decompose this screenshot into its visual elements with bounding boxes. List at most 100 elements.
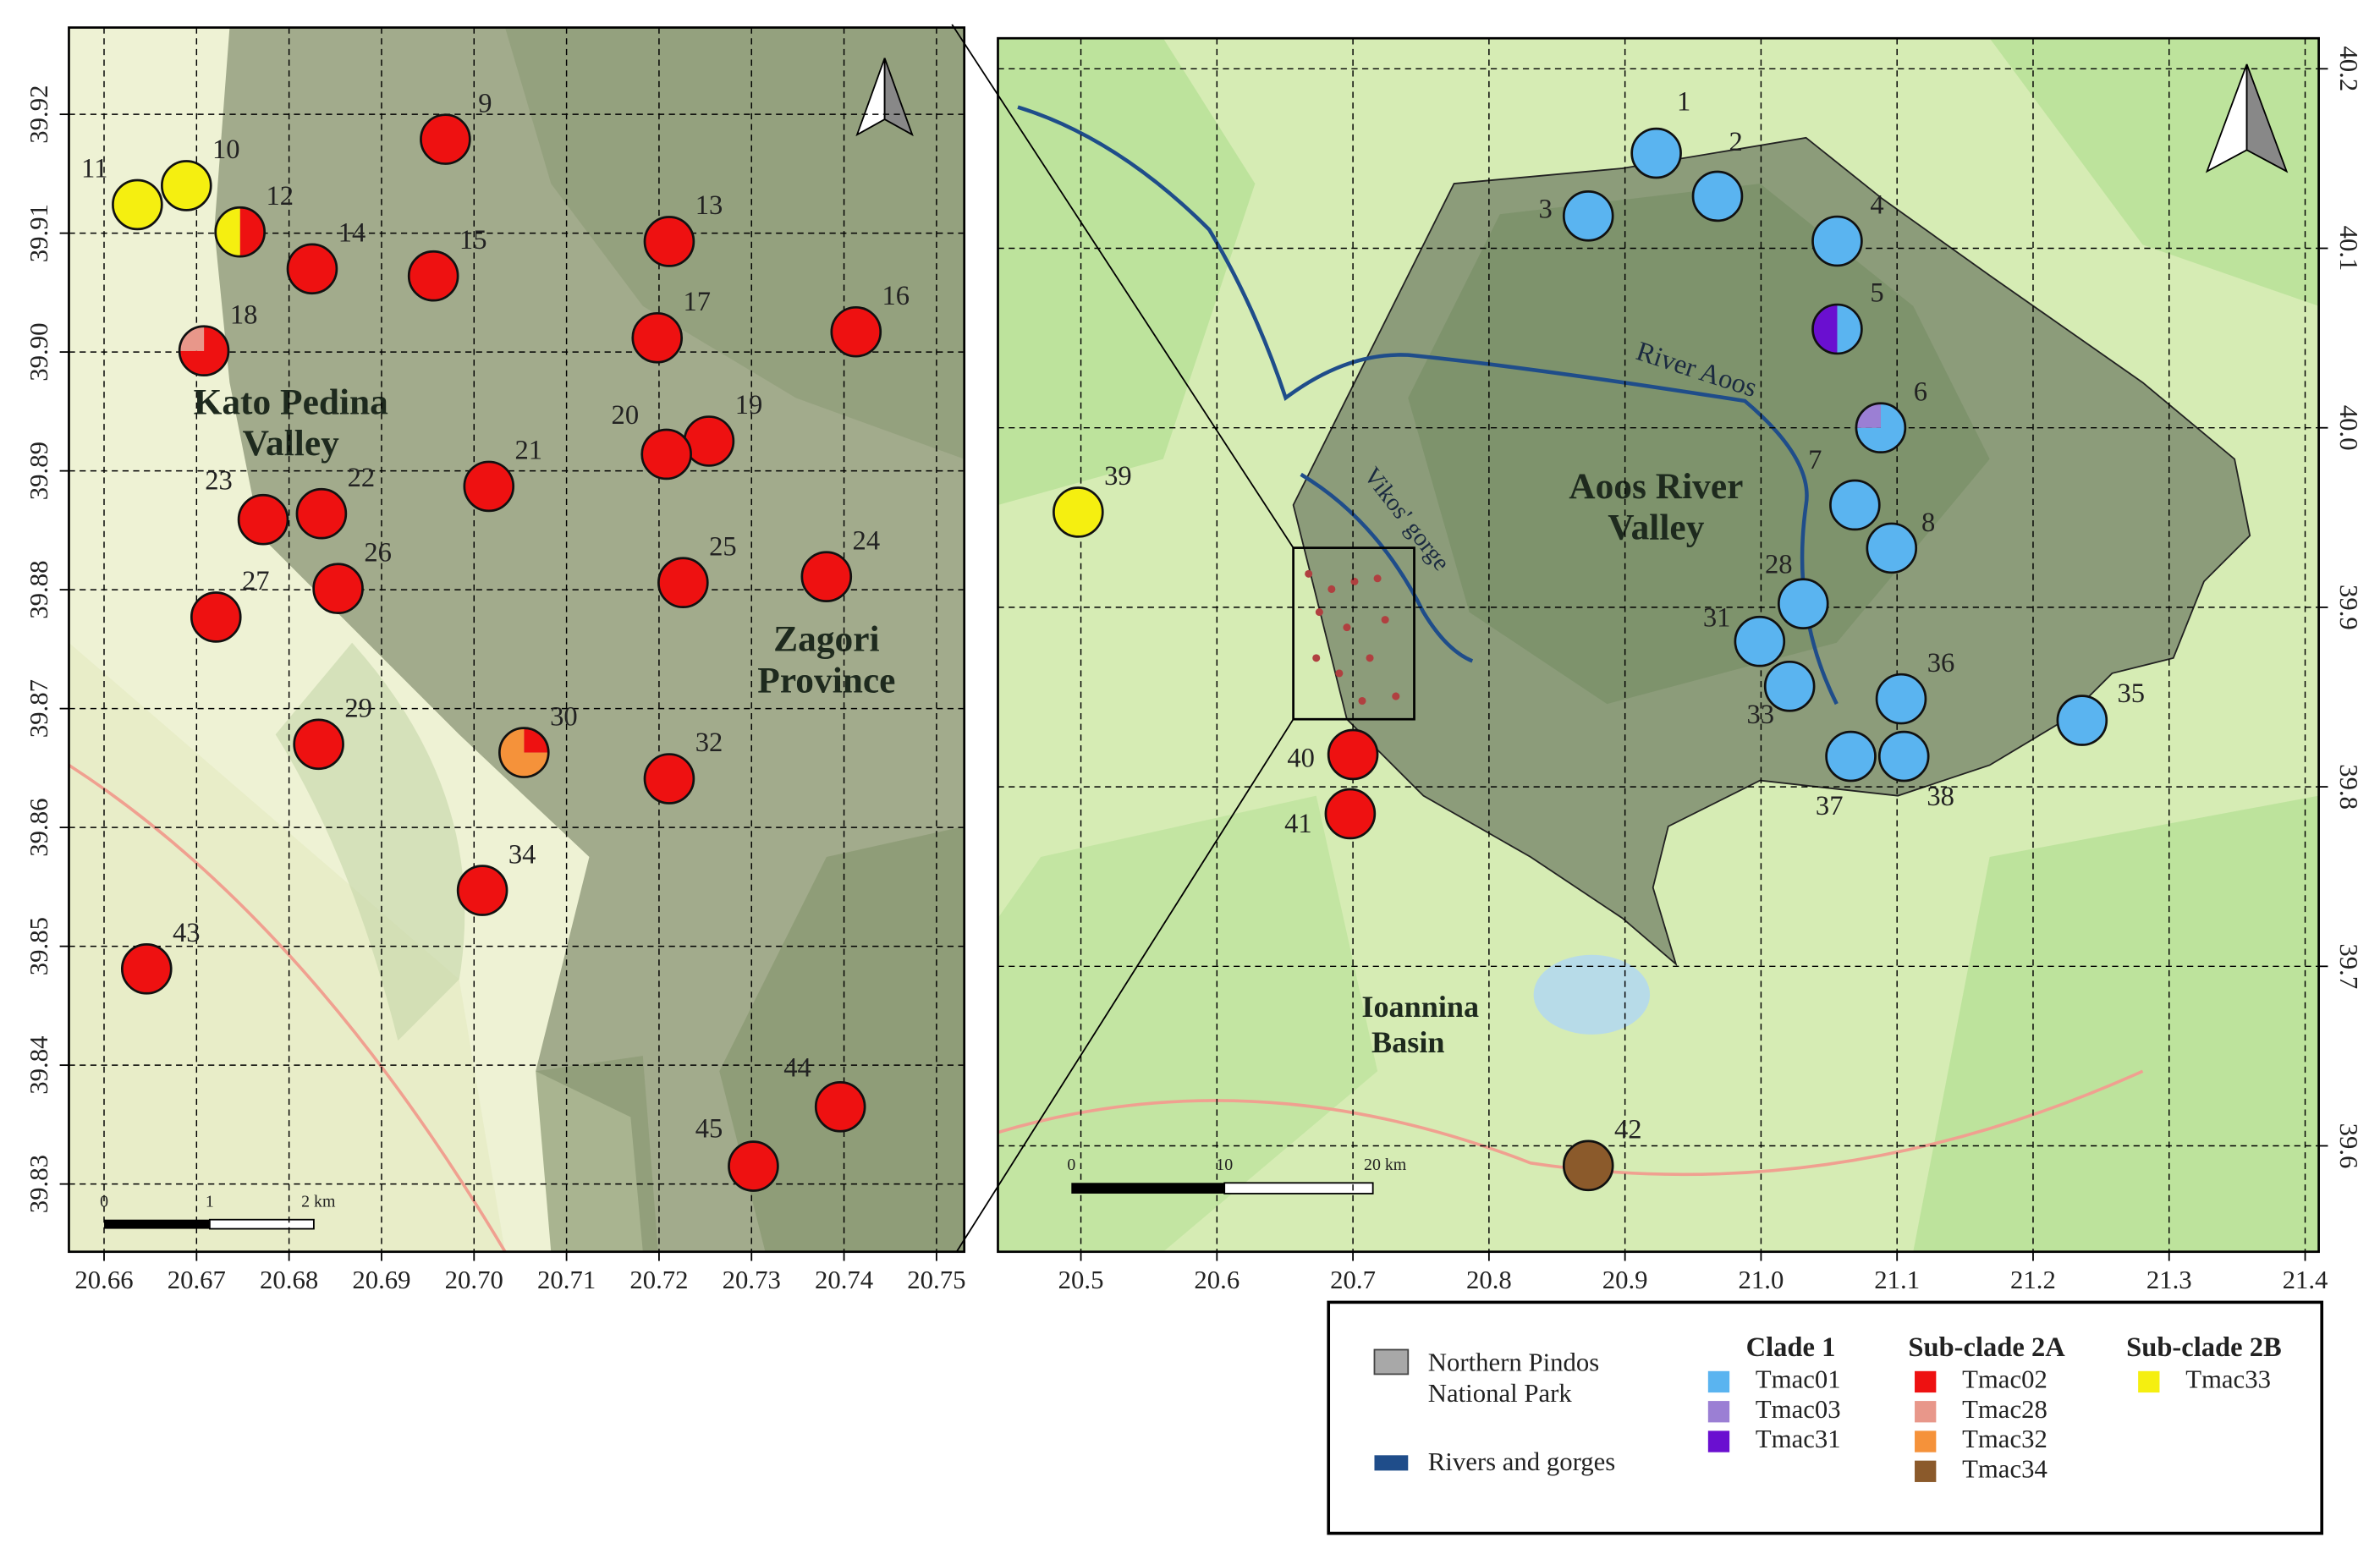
legend-swatch xyxy=(1707,1401,1730,1423)
site-marker xyxy=(657,557,709,608)
site-marker xyxy=(237,493,289,546)
site-marker xyxy=(800,551,853,602)
pie-slice xyxy=(239,207,265,257)
x-tick-label: 20.72 xyxy=(629,1266,688,1294)
region-label: Zagori xyxy=(773,619,879,660)
scale-label: 0 xyxy=(100,1192,108,1211)
y-tick-label: 39.8 xyxy=(2334,764,2363,810)
y-tick-label: 39.83 xyxy=(25,1155,53,1213)
site-label: 26 xyxy=(364,537,392,568)
scale-bar xyxy=(104,1182,1374,1230)
site xyxy=(1691,170,1744,222)
region-label: Kato Pedina xyxy=(194,382,389,422)
site-label: 33 xyxy=(1747,700,1775,730)
site-label: 34 xyxy=(508,839,536,870)
site-label: 15 xyxy=(459,225,487,255)
site xyxy=(1875,673,1927,725)
site-label: 4 xyxy=(1870,190,1883,221)
x-tick-label: 20.6 xyxy=(1194,1266,1239,1294)
pie-slice xyxy=(816,1082,866,1132)
pie-slice xyxy=(296,489,346,539)
pie-slice xyxy=(684,416,734,466)
region-label: Aoos River xyxy=(1569,466,1743,507)
site-marker xyxy=(190,591,242,643)
site-marker xyxy=(1053,486,1104,538)
map-frame xyxy=(997,36,2320,1254)
scale-label: 2 km xyxy=(301,1192,336,1211)
site-label: 22 xyxy=(348,463,376,493)
site xyxy=(286,243,338,295)
x-tick-label: 20.5 xyxy=(1058,1266,1104,1294)
site-label: 16 xyxy=(882,281,910,311)
site-marker xyxy=(498,727,550,778)
y-tick-label: 39.7 xyxy=(2334,943,2363,989)
site-label: 17 xyxy=(683,287,711,317)
site-label: 5 xyxy=(1870,278,1883,309)
site xyxy=(1825,730,1877,782)
pie-slice xyxy=(179,326,205,351)
site xyxy=(295,487,348,540)
site-marker xyxy=(312,563,364,615)
site xyxy=(190,591,242,643)
y-tick-label: 39.86 xyxy=(25,799,53,857)
site xyxy=(640,428,692,480)
site-label: 9 xyxy=(478,88,492,118)
site xyxy=(683,415,735,467)
site-marker xyxy=(178,325,230,377)
site-marker xyxy=(407,250,459,302)
site-label: 32 xyxy=(695,728,723,758)
y-tick-label: 39.9 xyxy=(2334,585,2363,630)
site-label: 7 xyxy=(1808,445,1822,475)
pie-slice xyxy=(1855,403,1905,453)
legend-label: Rivers and gorges xyxy=(1428,1447,1615,1476)
pie-slice xyxy=(1830,480,1880,530)
pie-slice xyxy=(1564,1140,1613,1190)
legend-label: Tmac31 xyxy=(1756,1425,1841,1453)
site xyxy=(214,206,266,258)
site xyxy=(1734,615,1786,667)
pie-slice xyxy=(420,114,470,164)
pie-slice xyxy=(831,307,881,357)
pie-slice xyxy=(288,244,337,294)
x-tick-label: 20.9 xyxy=(1602,1266,1648,1294)
site xyxy=(1829,479,1881,531)
site-label: 18 xyxy=(230,299,258,330)
pie-slice xyxy=(524,728,549,753)
site xyxy=(112,178,163,231)
x-tick-label: 20.70 xyxy=(445,1266,503,1294)
site-marker xyxy=(295,487,348,540)
site-label: 12 xyxy=(266,181,294,211)
scale-label: 20 km xyxy=(1364,1156,1407,1174)
site-marker xyxy=(1691,170,1744,222)
site-label: 45 xyxy=(695,1113,723,1144)
pie-slice xyxy=(458,865,508,915)
site-label: 36 xyxy=(1927,648,1955,678)
legend-swatch xyxy=(1374,1455,1409,1471)
site xyxy=(1053,486,1104,538)
site-marker xyxy=(160,160,212,211)
site xyxy=(631,311,684,364)
y-tick-label: 39.91 xyxy=(25,204,53,262)
region-label: Valley xyxy=(1608,508,1704,548)
site-label: 6 xyxy=(1914,376,1927,407)
site-marker xyxy=(286,243,338,295)
right-map-background xyxy=(951,24,2319,1253)
site-marker xyxy=(456,865,508,916)
site xyxy=(1324,788,1377,840)
pie-slice xyxy=(1325,788,1375,838)
legend-label: Tmac28 xyxy=(1962,1395,2047,1424)
site-marker xyxy=(420,113,471,165)
site-label: 29 xyxy=(344,693,372,723)
legend-swatch xyxy=(1707,1430,1730,1452)
site-marker xyxy=(640,428,692,480)
site-marker xyxy=(1875,673,1927,725)
site-marker xyxy=(1811,303,1863,355)
pie-slice xyxy=(239,495,288,545)
site-label: 14 xyxy=(338,217,366,248)
x-tick-label: 20.75 xyxy=(907,1266,965,1294)
pie-slice xyxy=(1778,579,1828,629)
y-tick-label: 40.1 xyxy=(2334,226,2363,272)
site-marker xyxy=(728,1140,779,1192)
x-tick-label: 21.1 xyxy=(1874,1266,1920,1294)
